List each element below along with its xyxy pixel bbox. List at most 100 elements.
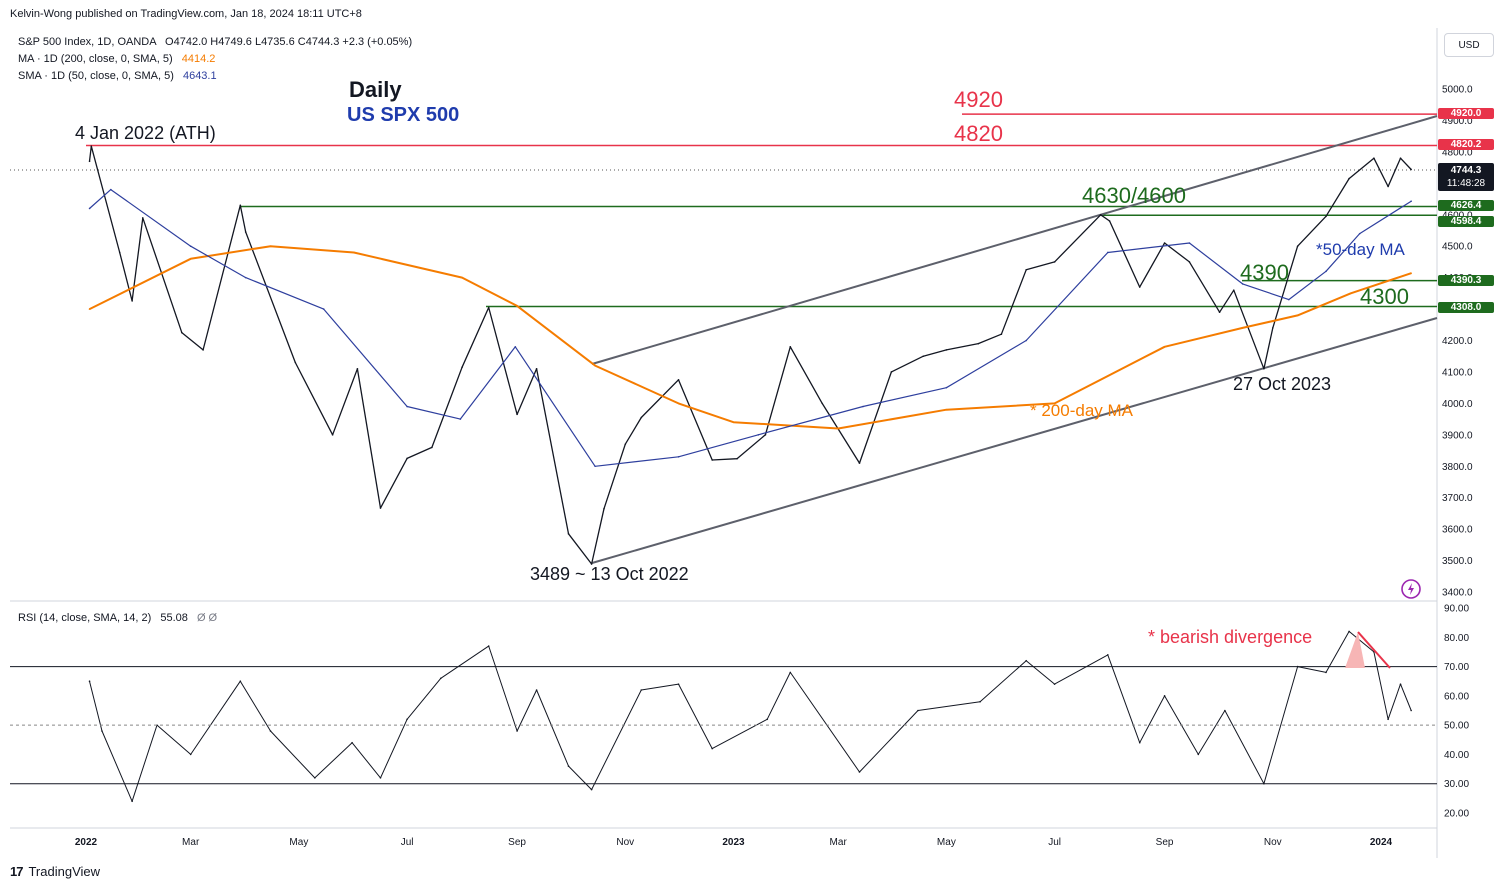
ma200-legend[interactable]: MA · 1D (200, close, 0, SMA, 5) 4414.2 — [18, 53, 215, 65]
support-4630-label: 4630/4600 — [1082, 183, 1186, 208]
ma200-point — [945, 408, 948, 411]
sma50-legend[interactable]: SMA · 1D (50, close, 0, SMA, 5) 4643.1 — [18, 70, 217, 82]
sma50-point — [1241, 283, 1244, 285]
rsi-point — [131, 800, 133, 803]
rsi-tick-label: 20.00 — [1444, 809, 1469, 820]
tradingview-logo-icon: 17 — [10, 864, 24, 879]
divergence-fill — [1345, 632, 1365, 668]
tradingview-footer[interactable]: 17 TradingView — [10, 864, 100, 879]
price-point — [1000, 333, 1003, 336]
time-tick-label: 2022 — [75, 837, 98, 848]
tag-4598: 4598.4 — [1438, 216, 1494, 227]
time-tick-label: May — [937, 837, 956, 848]
price-point — [1232, 289, 1235, 292]
tag-current-value: 4744.3 — [1450, 165, 1482, 176]
sma50-point — [1107, 251, 1109, 254]
price-point — [603, 507, 605, 510]
ma200-line — [89, 245, 1412, 430]
sma50-point — [189, 245, 192, 247]
rsi-point — [640, 689, 643, 691]
price-point — [90, 145, 93, 148]
price-point — [141, 217, 144, 219]
ma200-point — [516, 305, 518, 307]
price-point — [1410, 168, 1412, 171]
rsi-point — [487, 645, 490, 647]
ma200-point — [1163, 345, 1166, 348]
price-tick-label: 3700.0 — [1442, 493, 1473, 504]
ma200-point — [732, 421, 735, 424]
price-tick-label: 4600.0 — [1442, 210, 1473, 221]
chart-series — [88, 145, 1412, 803]
price-point — [239, 204, 242, 207]
price-axis: 5000.04900.04800.04700.04600.04500.04400… — [1442, 85, 1473, 599]
price-point — [180, 331, 183, 334]
price-point — [487, 306, 490, 309]
sma50-point — [594, 465, 596, 468]
main-legend[interactable]: S&P 500 Index, 1D, OANDA O4742.0 H4749.6… — [18, 36, 412, 48]
price-point — [1296, 245, 1299, 247]
price-point — [118, 251, 121, 254]
rsi-tick-label: 80.00 — [1444, 633, 1469, 644]
tag-4626: 4626.4 — [1438, 200, 1494, 211]
oct2023-label: 27 Oct 2023 — [1233, 374, 1332, 394]
time-axis: 2022 Mar May Jul Sep Nov 2023 Mar May Jul Sep Nov 20… — [75, 837, 1393, 848]
rsi-legend-value: 55.08 — [160, 612, 188, 624]
rsi-point — [101, 730, 103, 732]
price-point — [1218, 311, 1221, 314]
sma50-point — [244, 276, 247, 279]
price-point — [764, 434, 767, 436]
price-point — [640, 416, 643, 419]
ma200-point — [594, 364, 596, 367]
price-point — [202, 349, 204, 351]
rsi-point — [1053, 683, 1056, 685]
price-point — [461, 366, 463, 369]
sma50-point — [514, 345, 517, 348]
price-point — [736, 457, 738, 460]
sma50-point — [110, 188, 112, 191]
price-tick-label: 4500.0 — [1442, 242, 1473, 253]
price-tick-label: 4100.0 — [1442, 367, 1473, 378]
divergence-label: * bearish divergence — [1148, 627, 1313, 647]
price-point — [1108, 220, 1111, 222]
ma200-point — [461, 276, 463, 279]
tradingview-brand: TradingView — [28, 864, 101, 879]
tag-4820: 4820.2 — [1438, 139, 1494, 150]
sma50-point — [406, 405, 408, 408]
time-tick-label: Sep — [508, 837, 526, 848]
time-tick-label: 2024 — [1370, 837, 1393, 848]
rsi-line — [89, 630, 1412, 802]
resistance-4920-label: 4920 — [954, 87, 1003, 112]
rsi-point — [516, 730, 518, 732]
ma200-point — [1296, 314, 1299, 317]
price-tick-label: 3900.0 — [1442, 430, 1473, 441]
price-point — [1325, 215, 1327, 218]
sma50-point — [1188, 242, 1191, 244]
rsi-point — [1348, 630, 1350, 633]
ma200-point — [189, 257, 192, 260]
rsi-point — [858, 771, 861, 773]
time-tick-label: Mar — [182, 837, 200, 848]
price-point — [858, 462, 861, 464]
price-tick-label: 3400.0 — [1442, 588, 1473, 599]
flash-icon[interactable] — [1400, 578, 1422, 600]
sma50-point — [1325, 270, 1327, 273]
sma50-legend-label: SMA · 1D (50, close, 0, SMA, 5) — [18, 70, 174, 82]
main-legend-ohlc: O4742.0 H4749.6 L4735.6 C4744.3 +2.3 (+0… — [165, 36, 413, 48]
price-point — [1163, 242, 1166, 244]
support-4390-label: 4390 — [1240, 260, 1289, 285]
rsi-point — [766, 718, 769, 721]
currency-button[interactable]: USD — [1444, 33, 1494, 57]
rsi-legend[interactable]: RSI (14, close, SMA, 14, 2) 55.08 Ø Ø — [18, 612, 217, 624]
rsi-point — [917, 709, 919, 712]
sma50-point — [677, 456, 680, 458]
ma200-point — [677, 402, 680, 405]
level-lines — [86, 113, 1437, 308]
rsi-point — [789, 671, 792, 674]
tag-current-time: 11:48:28 — [1446, 178, 1486, 189]
price-point — [1188, 261, 1191, 263]
rsi-legend-label: RSI (14, close, SMA, 14, 2) — [18, 612, 152, 624]
support-4300-label: 4300 — [1360, 284, 1409, 309]
rsi-point — [314, 777, 316, 779]
price-point — [244, 231, 247, 233]
